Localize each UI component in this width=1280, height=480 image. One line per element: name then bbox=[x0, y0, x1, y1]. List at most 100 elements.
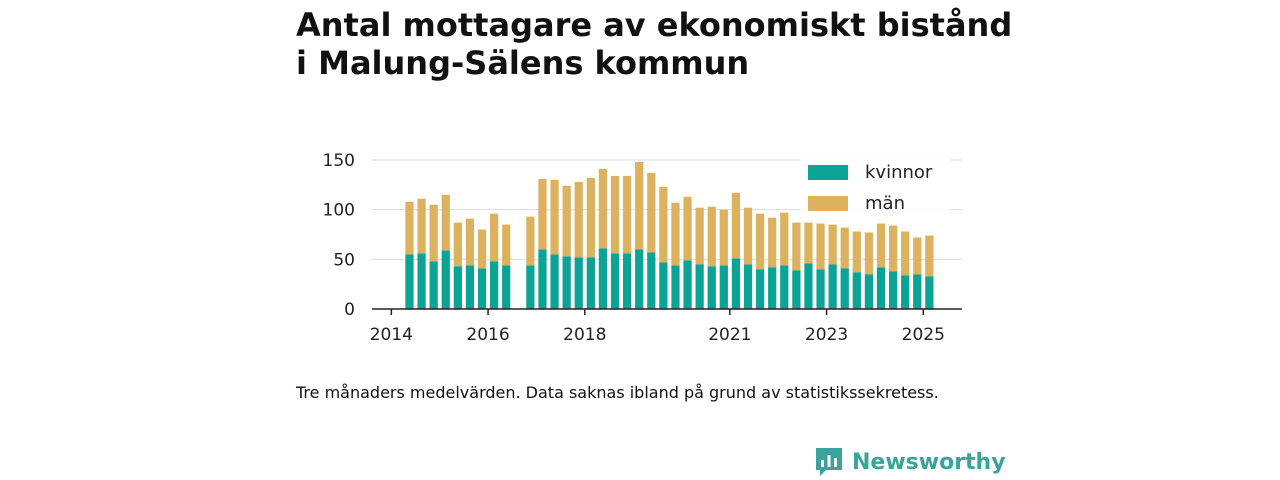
bar-man bbox=[562, 185, 571, 257]
bar-man bbox=[852, 231, 861, 273]
bar-man bbox=[441, 194, 450, 251]
bar-kvinnor bbox=[441, 250, 450, 309]
bar-man bbox=[453, 222, 462, 267]
bar-kvinnor bbox=[804, 263, 813, 309]
bar-kvinnor bbox=[719, 265, 728, 309]
bar-man bbox=[804, 222, 813, 264]
bar-man bbox=[502, 224, 511, 266]
legend-swatch-kvinnor bbox=[808, 165, 848, 180]
bar-kvinnor bbox=[768, 267, 777, 309]
bar-kvinnor bbox=[417, 253, 426, 309]
bar-kvinnor bbox=[683, 260, 692, 309]
x-tick-label: 2021 bbox=[708, 325, 751, 345]
bar-kvinnor bbox=[647, 252, 656, 309]
x-tick-label: 2018 bbox=[563, 325, 606, 345]
brand-name: Newsworthy bbox=[852, 449, 1006, 475]
chart-title-line-2: i Malung-Sälens kommun bbox=[296, 44, 750, 82]
bar-man bbox=[683, 196, 692, 261]
bar-kvinnor bbox=[598, 248, 608, 309]
bar-kvinnor bbox=[901, 275, 910, 309]
bar-kvinnor bbox=[888, 271, 898, 309]
bar-kvinnor bbox=[562, 256, 571, 309]
bar-kvinnor bbox=[852, 272, 861, 309]
bar-man bbox=[574, 181, 583, 258]
bar-man bbox=[465, 218, 475, 266]
bar-man bbox=[429, 204, 438, 262]
bar-kvinnor bbox=[755, 269, 765, 309]
bar-man bbox=[816, 223, 825, 270]
x-tick-label: 2014 bbox=[370, 325, 413, 345]
chart-title-line-1: Antal mottagare av ekonomiskt bistånd bbox=[296, 6, 1013, 44]
bar-man bbox=[405, 201, 414, 255]
bar-man bbox=[671, 202, 680, 266]
bar-man bbox=[659, 186, 668, 263]
bar-kvinnor bbox=[816, 269, 825, 309]
chart-caption: Tre månaders medelvärden. Data saknas ib… bbox=[296, 383, 939, 402]
bar-kvinnor bbox=[502, 265, 511, 309]
x-tick-label: 2025 bbox=[902, 325, 945, 345]
bar-kvinnor bbox=[586, 257, 595, 309]
bar-kvinnor bbox=[731, 258, 741, 309]
bar-man bbox=[731, 192, 741, 259]
bar-kvinnor bbox=[465, 265, 475, 309]
bar-kvinnor bbox=[574, 257, 583, 309]
bar-kvinnor bbox=[840, 268, 849, 309]
bar-kvinnor bbox=[610, 253, 620, 309]
bar-kvinnor bbox=[622, 253, 632, 309]
bar-kvinnor bbox=[526, 265, 535, 309]
bar-kvinnor bbox=[635, 249, 644, 309]
bar-man bbox=[526, 216, 535, 266]
bar-man bbox=[490, 213, 499, 262]
y-tick-label: 0 bbox=[344, 300, 355, 320]
bar-kvinnor bbox=[780, 265, 789, 309]
bar-man bbox=[876, 223, 886, 268]
bar-kvinnor bbox=[405, 254, 414, 309]
y-tick-label: 150 bbox=[323, 151, 355, 171]
legend-swatch-man bbox=[808, 196, 848, 211]
bar-kvinnor bbox=[925, 276, 934, 309]
bar-man bbox=[755, 213, 765, 270]
bar-man bbox=[647, 172, 656, 253]
bar-man bbox=[780, 212, 789, 266]
newsworthy-logo-icon bbox=[816, 448, 842, 476]
chart-title: Antal mottagare av ekonomiskt bistånd i … bbox=[296, 6, 1016, 82]
bar-kvinnor bbox=[707, 266, 716, 309]
bar-kvinnor bbox=[792, 270, 801, 309]
bar-man bbox=[635, 161, 644, 250]
bar-man bbox=[622, 175, 632, 254]
bar-kvinnor bbox=[659, 262, 668, 309]
bar-kvinnor bbox=[864, 274, 874, 309]
bar-kvinnor bbox=[828, 264, 837, 309]
bar-kvinnor bbox=[695, 264, 704, 309]
bar-man bbox=[888, 225, 898, 272]
bar-man bbox=[586, 177, 595, 258]
bar-kvinnor bbox=[876, 267, 886, 309]
bar-kvinnor bbox=[550, 254, 559, 309]
bar-kvinnor bbox=[538, 249, 547, 309]
bar-kvinnor bbox=[429, 261, 438, 309]
bar-man bbox=[925, 235, 934, 277]
bar-kvinnor bbox=[453, 266, 462, 309]
bar-man bbox=[695, 207, 704, 265]
bar-man bbox=[417, 198, 426, 254]
y-tick-label: 50 bbox=[333, 250, 355, 270]
brand-logo: Newsworthy bbox=[814, 446, 1006, 478]
bar-man bbox=[901, 231, 910, 276]
bar-kvinnor bbox=[477, 268, 487, 309]
bar-man bbox=[828, 224, 837, 265]
x-tick-label: 2023 bbox=[805, 325, 848, 345]
legend-label-man: män bbox=[865, 193, 905, 214]
y-tick-label: 100 bbox=[323, 201, 355, 221]
bar-man bbox=[550, 179, 559, 255]
bar-kvinnor bbox=[913, 274, 922, 309]
bar-man bbox=[477, 229, 487, 269]
bar-kvinnor bbox=[671, 265, 680, 309]
bar-man bbox=[792, 222, 801, 271]
bar-man bbox=[913, 237, 922, 275]
bar-kvinnor bbox=[743, 264, 753, 309]
bar-man bbox=[538, 178, 547, 250]
bar-man bbox=[598, 168, 608, 249]
bar-man bbox=[707, 206, 716, 267]
bar-man bbox=[743, 207, 753, 265]
